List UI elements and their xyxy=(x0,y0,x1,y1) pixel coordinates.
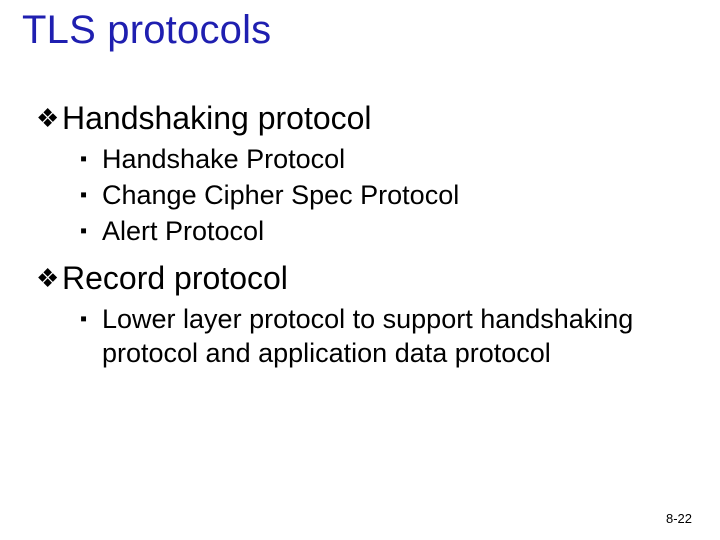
diamond-bullet-icon: ❖ xyxy=(36,258,62,298)
slide-number: 8-22 xyxy=(666,511,692,526)
lvl1-text: Handshaking protocol xyxy=(62,98,372,138)
diamond-bullet-icon: ❖ xyxy=(36,98,62,138)
lvl2-group: ▪ Handshake Protocol ▪ Change Cipher Spe… xyxy=(80,142,680,248)
bullet-lvl2: ▪ Alert Protocol xyxy=(80,214,680,248)
lvl2-text: Alert Protocol xyxy=(102,214,264,248)
bullet-lvl2: ▪ Lower layer protocol to support handsh… xyxy=(80,302,680,370)
lvl2-text: Lower layer protocol to support handshak… xyxy=(102,302,680,370)
lvl2-group: ▪ Lower layer protocol to support handsh… xyxy=(80,302,680,370)
slide-title: TLS protocols xyxy=(22,8,271,53)
lvl2-text: Change Cipher Spec Protocol xyxy=(102,178,459,212)
slide-body: ❖ Handshaking protocol ▪ Handshake Proto… xyxy=(36,92,680,380)
square-bullet-icon: ▪ xyxy=(80,302,102,336)
bullet-lvl2: ▪ Handshake Protocol xyxy=(80,142,680,176)
lvl1-text: Record protocol xyxy=(62,258,288,298)
slide: TLS protocols ❖ Handshaking protocol ▪ H… xyxy=(0,0,720,540)
bullet-lvl1: ❖ Record protocol xyxy=(36,258,680,298)
lvl2-text: Handshake Protocol xyxy=(102,142,345,176)
square-bullet-icon: ▪ xyxy=(80,142,102,176)
bullet-lvl1: ❖ Handshaking protocol xyxy=(36,98,680,138)
square-bullet-icon: ▪ xyxy=(80,178,102,212)
square-bullet-icon: ▪ xyxy=(80,214,102,248)
bullet-lvl2: ▪ Change Cipher Spec Protocol xyxy=(80,178,680,212)
